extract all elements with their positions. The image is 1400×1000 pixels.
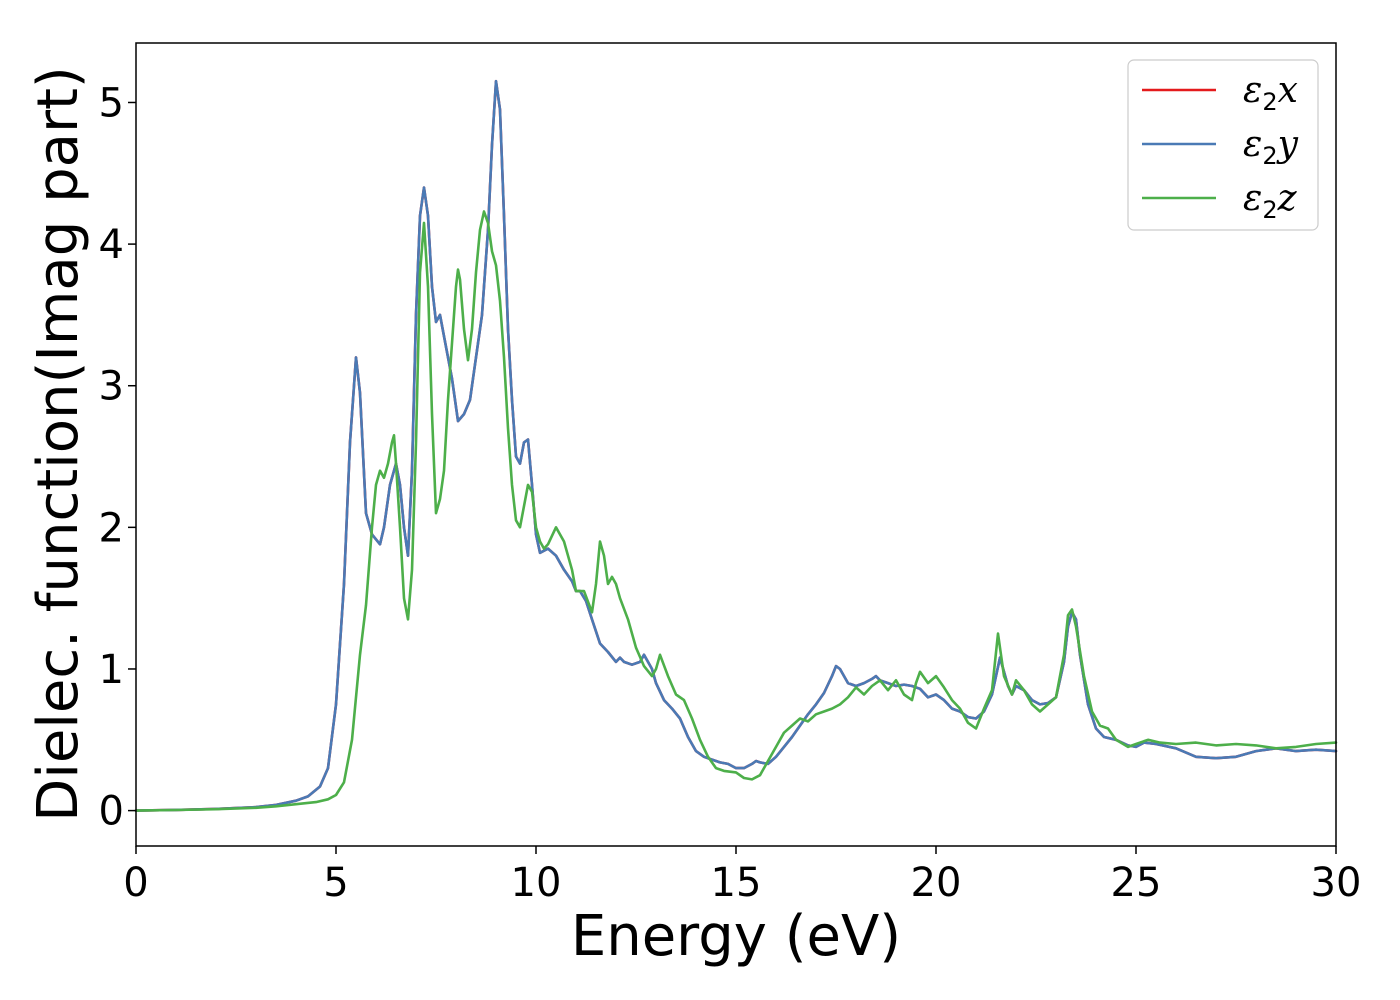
x-tick-label: 0 [123, 860, 148, 906]
y-tick-label: 2 [99, 505, 124, 551]
y-tick-label: 5 [99, 80, 124, 126]
series-line-z [134, 210, 1338, 812]
series-layer [134, 79, 1338, 812]
legend-box [1127, 59, 1319, 231]
x-tick-label: 30 [1311, 860, 1362, 906]
legend-label-z: ε2z [1243, 178, 1298, 224]
x-tick-label: 10 [511, 860, 562, 906]
y-tick-label: 3 [99, 364, 124, 410]
series-line-y [134, 79, 1338, 812]
legend-label-y: ε2y [1243, 124, 1299, 170]
x-axis: 0 5 10 15 20 25 30 [123, 846, 1361, 906]
x-tick-label: 5 [323, 860, 348, 906]
y-tick-label: 4 [99, 222, 124, 268]
legend-label-x: ε2x [1243, 70, 1298, 116]
y-axis-label: Dielec. function(Imag part) [26, 66, 91, 822]
y-tick-label: 1 [99, 647, 124, 693]
x-tick-label: 25 [1111, 860, 1162, 906]
x-tick-label: 20 [911, 860, 962, 906]
y-axis: 0 1 2 3 4 5 [99, 80, 136, 835]
x-axis-label: Energy (eV) [571, 904, 901, 969]
legend: ε2x ε2y ε2z [1127, 59, 1319, 231]
x-tick-label: 15 [711, 860, 762, 906]
y-tick-label: 0 [99, 789, 124, 835]
